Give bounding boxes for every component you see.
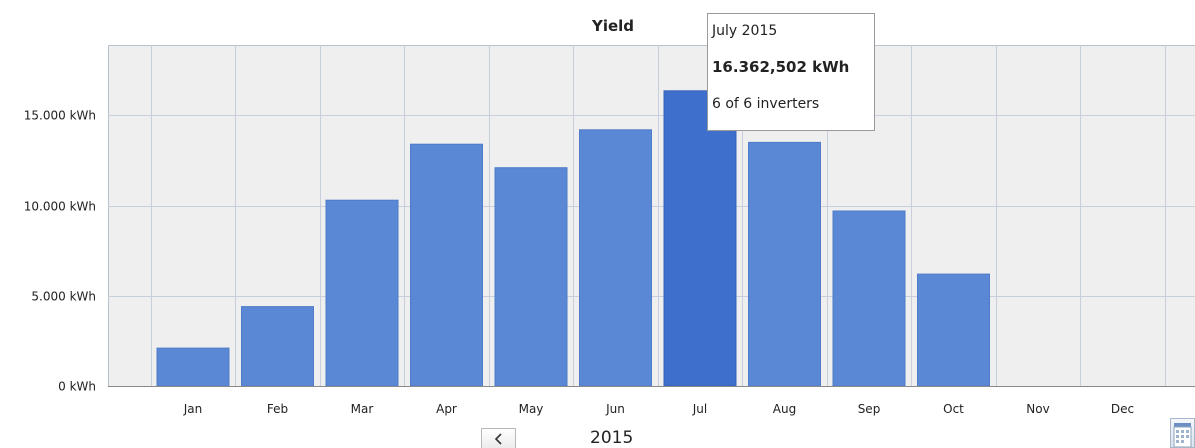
value-tooltip: July 2015 16.362,502 kWh 6 of 6 inverter… [707,13,875,131]
calendar-icon [1171,419,1194,447]
x-tick-label: Feb [267,402,288,416]
year-label: 2015 [590,428,634,448]
x-tick-label: May [519,402,544,416]
x-tick-label: Aug [773,402,796,416]
bar-feb[interactable] [241,306,314,387]
x-tick-label: Apr [436,402,457,416]
x-tick-label: Jul [692,402,707,416]
y-tick-label: 10.000 kWh [24,200,96,214]
bar-jan[interactable] [156,347,230,387]
y-tick-label: 5.000 kWh [31,290,96,304]
x-tick-label: Mar [351,402,374,416]
bar-mar[interactable] [325,199,399,387]
x-tick-label: Jun [605,402,625,416]
tooltip-period: July 2015 [712,23,778,39]
bar-jun[interactable] [579,129,652,387]
bar-apr[interactable] [410,143,483,387]
bar-aug[interactable] [748,141,821,387]
bar-oct[interactable] [917,273,990,387]
chart-title: Yield [591,17,634,35]
x-tick-label: Sep [858,402,881,416]
tooltip-inverters: 6 of 6 inverters [712,96,820,112]
y-axis: 0 kWh 5.000 kWh 10.000 kWh 15.000 kWh [24,109,96,394]
chevron-left-icon [494,432,504,445]
bar-sep[interactable] [832,210,906,387]
calendar-button[interactable] [1170,418,1195,448]
bar-may[interactable] [494,167,568,387]
x-tick-label: Nov [1026,402,1049,416]
tooltip-value: 16.362,502 kWh [712,58,850,76]
x-axis: Jan Feb Mar Apr May Jun Jul Aug Sep Oct Nov Dec [183,402,1134,416]
bars [108,90,1195,387]
y-tick-label: 15.000 kWh [24,109,96,123]
y-tick-label: 0 kWh [58,380,96,394]
bar-jul[interactable] [663,90,737,387]
x-tick-label: Dec [1111,402,1134,416]
x-tick-label: Oct [943,402,964,416]
previous-year-button[interactable] [481,428,516,448]
x-tick-label: Jan [183,402,203,416]
